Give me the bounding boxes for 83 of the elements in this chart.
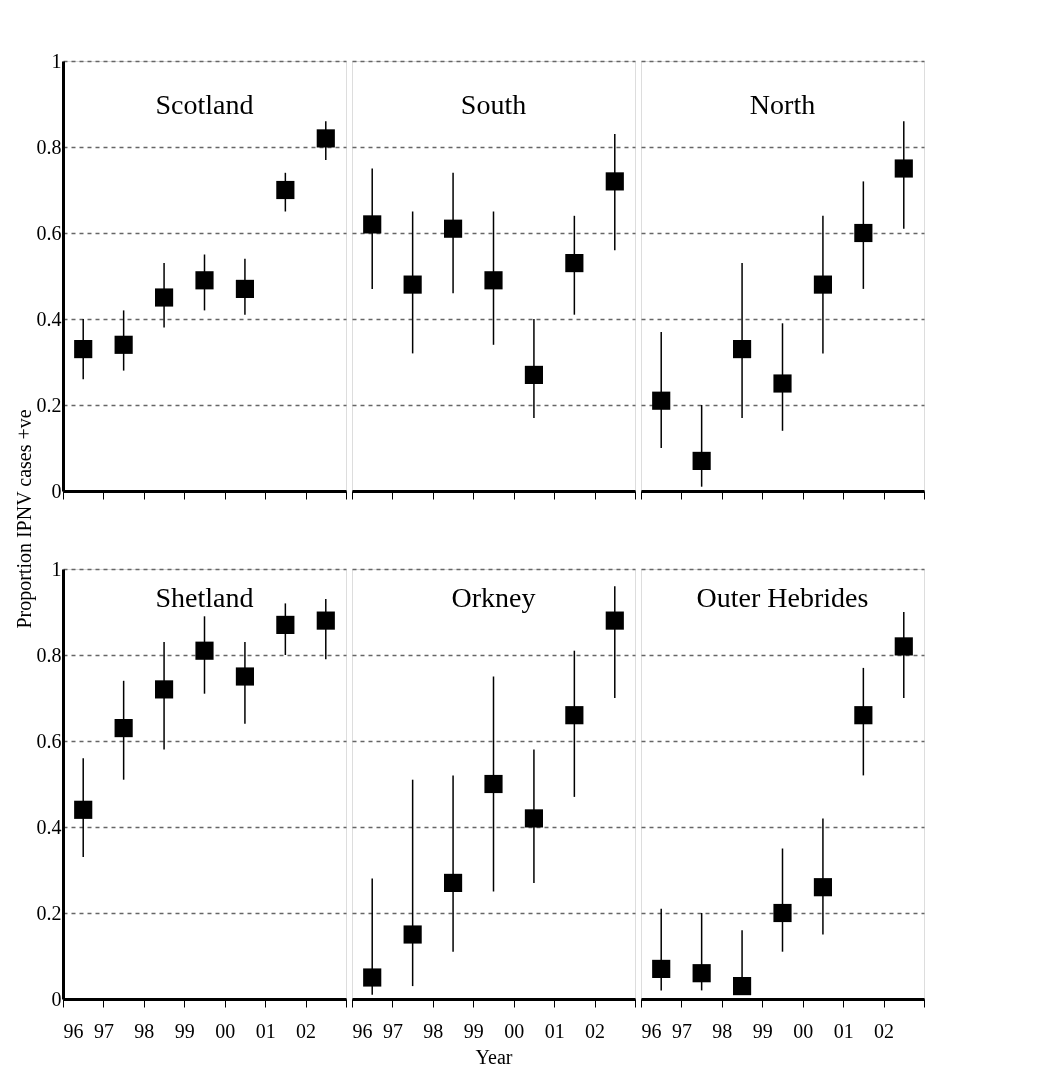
y-tick-label: 0.4: [36, 307, 62, 330]
point: [114, 335, 133, 354]
point: [154, 680, 174, 699]
y-axis-title: Proportion IPNV cases +ve: [13, 409, 36, 629]
point: [894, 637, 913, 656]
x-tick-label: 96: [63, 1019, 84, 1042]
x-tick-label: 01: [544, 1019, 565, 1042]
x-axis-title: Year: [475, 1045, 513, 1068]
point: [235, 279, 255, 298]
y-tick-label: 1: [51, 557, 62, 580]
point: [316, 611, 335, 630]
x-tick-label: 97: [671, 1019, 692, 1042]
x-tick-label: 00: [215, 1019, 236, 1042]
point: [813, 878, 833, 897]
point: [74, 800, 93, 819]
point: [154, 288, 174, 307]
point: [114, 719, 133, 738]
x-tick-label: 99: [174, 1019, 195, 1042]
x-tick-label: 98: [423, 1019, 444, 1042]
y-tick-label: 0.2: [36, 393, 62, 416]
point: [403, 925, 422, 944]
point: [74, 340, 93, 359]
x-tick-label: 98: [712, 1019, 733, 1042]
point: [773, 374, 792, 393]
x-tick-label: 00: [504, 1019, 525, 1042]
point: [894, 159, 913, 178]
x-tick-label: 97: [382, 1019, 403, 1042]
x-tick-label: 01: [833, 1019, 854, 1042]
point: [276, 180, 295, 200]
point: [524, 809, 544, 828]
point: [235, 667, 255, 686]
point: [732, 340, 752, 359]
point: [443, 219, 463, 238]
point: [692, 451, 711, 470]
text: Scotland: [155, 89, 254, 120]
point: [195, 641, 214, 660]
text: South: [460, 89, 527, 120]
x-tick-label: 02: [874, 1019, 895, 1042]
x-tick-label: 97: [93, 1019, 114, 1042]
y-tick-label: 0: [51, 987, 62, 1010]
point: [484, 774, 503, 794]
point: [195, 271, 214, 290]
point: [813, 275, 833, 294]
point: [692, 964, 711, 983]
point: [484, 271, 503, 290]
point: [316, 129, 335, 148]
point: [565, 706, 584, 725]
x-tick-label: 00: [793, 1019, 814, 1042]
x-tick-label: 02: [296, 1019, 317, 1042]
point: [732, 977, 752, 996]
chart-title: Orkney: [451, 582, 536, 613]
x-tick-label: 01: [255, 1019, 276, 1042]
point: [652, 959, 671, 978]
point: [363, 968, 382, 987]
x-tick-label: 99: [463, 1019, 484, 1042]
point: [276, 615, 295, 634]
y-tick-label: 0: [51, 479, 62, 502]
y-tick-label: 0.4: [36, 815, 62, 838]
x-tick-label: 99: [752, 1019, 773, 1042]
y-tick-label: 1: [51, 49, 62, 72]
point: [403, 275, 422, 294]
point: [605, 611, 624, 630]
y-tick-label: 0.6: [36, 729, 62, 752]
y-tick-label: 0.8: [36, 135, 62, 158]
y-tick-label: 0.6: [36, 221, 62, 244]
point: [605, 172, 624, 191]
point: [773, 903, 792, 923]
x-tick-label: 96: [352, 1019, 373, 1042]
point: [363, 215, 382, 234]
point: [854, 223, 873, 243]
chart-title: Shetland: [155, 582, 254, 613]
text: North: [749, 89, 816, 120]
point: [652, 391, 671, 410]
point: [443, 873, 463, 892]
x-tick-label: 02: [585, 1019, 606, 1042]
chart-title: Outer Hebrides: [696, 582, 869, 613]
point: [565, 254, 584, 273]
y-tick-label: 0.2: [36, 901, 62, 924]
point: [524, 365, 544, 384]
point: [854, 706, 873, 725]
x-tick-label: 98: [134, 1019, 155, 1042]
x-tick-label: 96: [641, 1019, 662, 1042]
y-tick-label: 0.8: [36, 643, 62, 666]
